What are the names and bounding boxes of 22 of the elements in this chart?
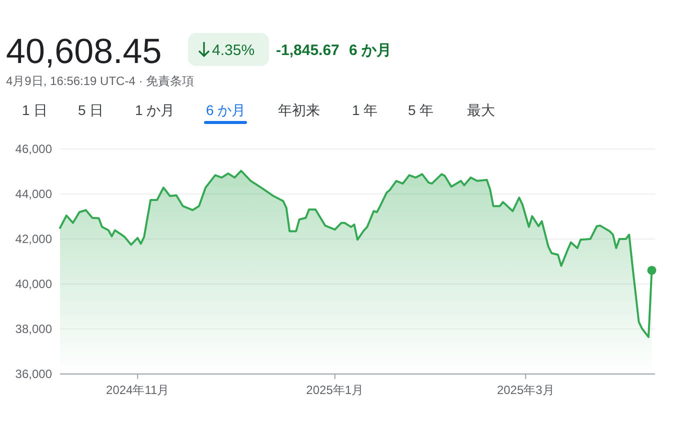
y-tick-label: 44,000: [15, 187, 52, 201]
y-tick-label: 36,000: [15, 367, 52, 381]
text: 年初来: [278, 102, 320, 118]
text: 4月9日, 16:56:19 UTC-4 · 免責条項: [6, 74, 194, 88]
x-tick-label: 2024年11月: [106, 383, 170, 397]
text: 4.35%: [212, 42, 255, 59]
text: 6 か月: [349, 42, 392, 59]
text: -1,845.67: [276, 42, 340, 59]
x-tick-label: 2025年3月: [496, 383, 554, 397]
text: 6 か月: [206, 102, 246, 118]
text: 1 か月: [135, 102, 175, 118]
text: 5 年: [408, 102, 434, 118]
text: 1 日: [22, 102, 48, 118]
text: 5 日: [78, 102, 104, 118]
y-tick-label: 38,000: [15, 322, 52, 336]
text: 1 年: [352, 102, 378, 118]
text: 最大: [467, 102, 495, 118]
x-tick-label: 2025年1月: [306, 383, 364, 397]
y-tick-label: 42,000: [15, 232, 52, 246]
chart-title: 40,608.45: [6, 32, 162, 71]
y-tick-label: 46,000: [15, 142, 52, 156]
y-tick-label: 40,000: [15, 277, 52, 291]
